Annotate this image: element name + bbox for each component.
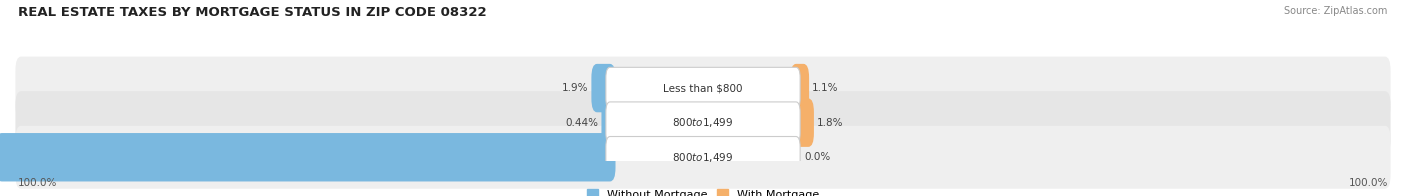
FancyBboxPatch shape	[15, 57, 1391, 120]
FancyBboxPatch shape	[606, 67, 800, 109]
Text: 1.8%: 1.8%	[817, 118, 844, 128]
Text: $800 to $1,499: $800 to $1,499	[672, 116, 734, 129]
FancyBboxPatch shape	[592, 64, 616, 112]
FancyBboxPatch shape	[606, 136, 800, 178]
Text: 100.0%: 100.0%	[1348, 178, 1388, 188]
Text: $800 to $1,499: $800 to $1,499	[672, 151, 734, 164]
FancyBboxPatch shape	[15, 91, 1391, 154]
Text: 1.9%: 1.9%	[562, 83, 589, 93]
FancyBboxPatch shape	[0, 133, 616, 181]
Text: 100.0%: 100.0%	[18, 178, 58, 188]
FancyBboxPatch shape	[602, 98, 616, 147]
FancyBboxPatch shape	[790, 64, 808, 112]
Text: REAL ESTATE TAXES BY MORTGAGE STATUS IN ZIP CODE 08322: REAL ESTATE TAXES BY MORTGAGE STATUS IN …	[18, 6, 486, 19]
FancyBboxPatch shape	[790, 98, 814, 147]
Text: Less than $800: Less than $800	[664, 83, 742, 93]
Text: 0.0%: 0.0%	[804, 152, 831, 162]
FancyBboxPatch shape	[15, 126, 1391, 189]
Legend: Without Mortgage, With Mortgage: Without Mortgage, With Mortgage	[588, 189, 818, 196]
Text: 0.44%: 0.44%	[565, 118, 599, 128]
Text: 1.1%: 1.1%	[811, 83, 838, 93]
Text: Source: ZipAtlas.com: Source: ZipAtlas.com	[1284, 6, 1388, 16]
FancyBboxPatch shape	[606, 102, 800, 143]
